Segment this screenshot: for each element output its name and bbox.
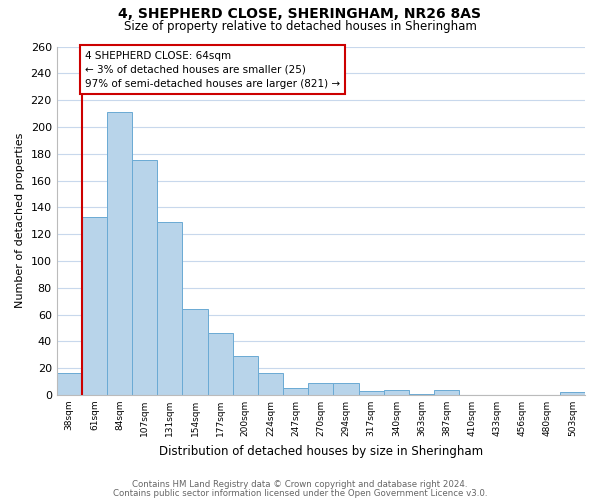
Bar	[334, 383, 359, 395]
Text: 4 SHEPHERD CLOSE: 64sqm
← 3% of detached houses are smaller (25)
97% of semi-det: 4 SHEPHERD CLOSE: 64sqm ← 3% of detached…	[85, 50, 340, 88]
Bar	[56, 374, 82, 395]
Bar	[258, 374, 283, 395]
Bar	[157, 222, 182, 395]
Bar	[359, 391, 384, 395]
Bar	[409, 394, 434, 395]
Text: Size of property relative to detached houses in Sheringham: Size of property relative to detached ho…	[124, 20, 476, 33]
Bar	[283, 388, 308, 395]
Text: 4, SHEPHERD CLOSE, SHERINGHAM, NR26 8AS: 4, SHEPHERD CLOSE, SHERINGHAM, NR26 8AS	[119, 8, 482, 22]
Y-axis label: Number of detached properties: Number of detached properties	[15, 133, 25, 308]
Bar	[434, 390, 459, 395]
Bar	[132, 160, 157, 395]
Bar	[560, 392, 585, 395]
Bar	[208, 334, 233, 395]
Bar	[107, 112, 132, 395]
X-axis label: Distribution of detached houses by size in Sheringham: Distribution of detached houses by size …	[159, 444, 483, 458]
Bar	[82, 216, 107, 395]
Bar	[384, 390, 409, 395]
Text: Contains public sector information licensed under the Open Government Licence v3: Contains public sector information licen…	[113, 488, 487, 498]
Bar	[308, 383, 334, 395]
Text: Contains HM Land Registry data © Crown copyright and database right 2024.: Contains HM Land Registry data © Crown c…	[132, 480, 468, 489]
Bar	[233, 356, 258, 395]
Bar	[182, 309, 208, 395]
